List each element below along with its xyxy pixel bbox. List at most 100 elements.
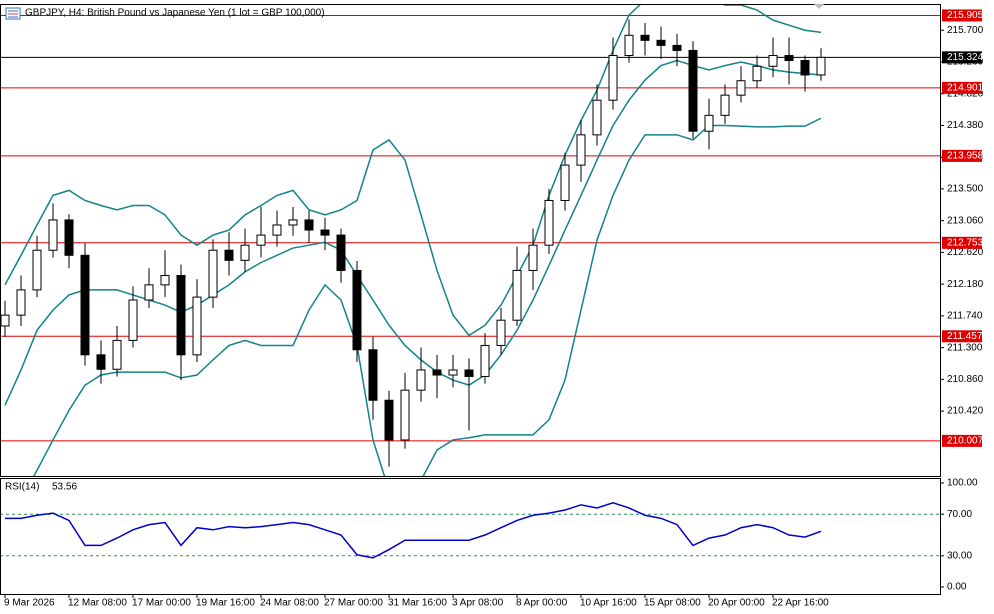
- y-tick-label: 213.500: [947, 184, 984, 195]
- level-tag-label: 212.753: [947, 237, 984, 248]
- y-tick-label: 214.380: [947, 120, 984, 131]
- candle-body: [112, 339, 122, 370]
- x-tick-label: 24 Mar 08:00: [260, 598, 319, 609]
- candle-body: [656, 39, 666, 46]
- level-tag: [942, 9, 982, 22]
- x-tick-label: 22 Apr 16:00: [772, 598, 829, 609]
- x-tick-label: 15 Apr 08:00: [644, 598, 701, 609]
- rsi-line: [5, 501, 822, 559]
- y-tick-label: 212.620: [947, 247, 984, 258]
- candle-body: [272, 224, 282, 236]
- candle-body: [96, 354, 106, 370]
- candle-body: [688, 49, 698, 132]
- candle-body: [64, 219, 74, 256]
- candle-body: [400, 389, 410, 441]
- x-tick-label: 8 Apr 00:00: [516, 598, 568, 609]
- candle-body: [720, 94, 730, 116]
- candle-body: [368, 349, 378, 401]
- rsi-tick-label: 30.00: [947, 550, 972, 561]
- level-tag: [942, 434, 982, 447]
- candle-body: [32, 249, 42, 291]
- candle-body: [624, 34, 634, 56]
- x-tick-label: 9 Mar 2026: [4, 598, 55, 609]
- x-tick-label: 19 Mar 16:00: [196, 598, 255, 609]
- x-tick-label: 12 Mar 08:00: [68, 598, 127, 609]
- chart-title: GBPJPY, H4: British Pound vs Japanese Ye…: [25, 8, 325, 19]
- y-tick-label: 211.740: [947, 311, 983, 322]
- rsi-value: 53.56: [52, 482, 77, 493]
- bollinger-upper: [4, 5, 822, 337]
- candle-body: [288, 219, 298, 226]
- candle-body: [512, 269, 522, 321]
- y-tick-label: 213.060: [947, 215, 984, 226]
- candle-body: [448, 369, 458, 376]
- y-tick-label: 212.180: [947, 279, 984, 290]
- candle-body: [128, 299, 138, 341]
- candle-body: [480, 344, 490, 377]
- bollinger-middle: [4, 59, 822, 406]
- rsi-frame: [0, 478, 941, 595]
- x-tick-label: 3 Apr 08:00: [452, 598, 504, 609]
- candle-body: [576, 134, 586, 166]
- symbol-icon: [5, 7, 21, 20]
- main-frame: [0, 4, 941, 477]
- candle-body: [48, 219, 58, 251]
- candle-body: [704, 114, 714, 132]
- candle-body: [1, 314, 10, 327]
- candle-body: [208, 249, 218, 298]
- level-tag: [942, 330, 982, 343]
- x-tick-label: 10 Apr 16:00: [580, 598, 637, 609]
- candle-body: [192, 296, 202, 356]
- candle-body: [592, 99, 602, 136]
- shift-marker: [814, 4, 824, 9]
- candle-body: [816, 56, 826, 76]
- candle-body: [528, 244, 538, 271]
- bollinger-lower: [33, 117, 822, 476]
- candle-body: [352, 269, 362, 351]
- candle-body: [544, 199, 554, 246]
- candle-body: [496, 319, 506, 346]
- x-tick-label: 31 Mar 16:00: [388, 598, 447, 609]
- rsi-tick-label: 0.00: [947, 582, 967, 593]
- level-tag: [942, 149, 982, 162]
- candle-body: [768, 54, 778, 67]
- main-plot: [1, 5, 940, 476]
- candle-body: [16, 289, 26, 316]
- y-tick-label: 210.420: [947, 406, 984, 417]
- level-tag-label: 213.958: [947, 151, 984, 162]
- candle-body: [672, 44, 682, 51]
- level-tag-label: 215.905: [947, 10, 984, 21]
- candle-body: [608, 54, 618, 101]
- candle-body: [784, 54, 794, 62]
- axes: 215.700215.260214.820214.380213.940213.5…: [4, 9, 984, 609]
- candle-body: [384, 399, 394, 441]
- candle-body: [144, 284, 154, 301]
- candle-body: [320, 229, 330, 236]
- x-tick-label: 17 Mar 00:00: [132, 598, 191, 609]
- candle-body: [176, 274, 186, 356]
- y-tick-label: 210.860: [947, 374, 984, 385]
- x-tick-label: 27 Mar 00:00: [324, 598, 383, 609]
- candle-body: [560, 164, 570, 201]
- level-tag-label: 210.007: [947, 436, 984, 447]
- candle-body: [432, 369, 442, 376]
- candle-body: [336, 234, 346, 271]
- candle-body: [256, 234, 266, 246]
- candle-body: [160, 274, 170, 286]
- candle-body: [800, 60, 810, 76]
- candle-body: [752, 65, 762, 82]
- candle-body: [80, 254, 90, 356]
- last-price-label: 215.324: [947, 52, 984, 63]
- rsi-plot: [1, 501, 940, 559]
- candle-body: [240, 244, 250, 261]
- rsi-tick-label: 100.00: [947, 478, 978, 489]
- candle-body: [304, 219, 314, 231]
- level-tag: [942, 236, 982, 249]
- candle-body: [416, 369, 426, 391]
- level-tag-label: 211.457: [947, 331, 983, 342]
- candle-body: [464, 369, 474, 377]
- level-tag: [942, 81, 982, 94]
- rsi-tick-label: 70.00: [947, 509, 972, 520]
